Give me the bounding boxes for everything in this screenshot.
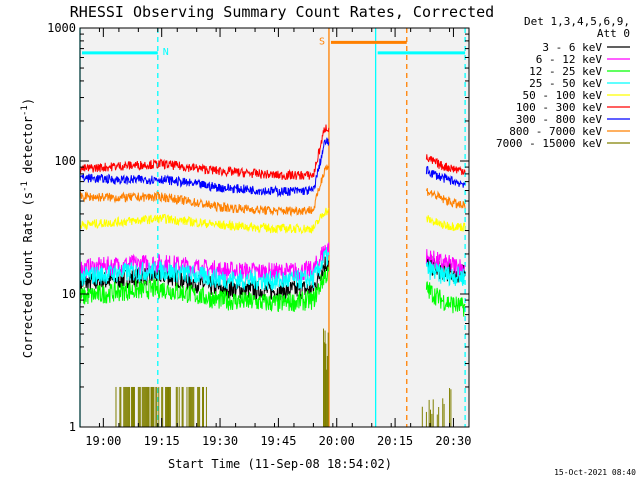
series-line-3-a (79, 247, 330, 291)
x-tick-label: 20:30 (435, 434, 471, 448)
chart-title: RHESSI Observing Summary Count Rates, Co… (70, 3, 494, 21)
x-tick-label: 19:45 (260, 434, 296, 448)
legend-label-7: 800 - 7000 keV (509, 125, 602, 138)
footer-date: 15-Oct-2021 08:40 (554, 468, 636, 477)
legend-label-4: 50 - 100 keV (523, 89, 603, 102)
y-tick-label: 100 (54, 154, 76, 168)
legend-label-3: 25 - 50 keV (529, 77, 602, 90)
series-line-5-b (425, 154, 466, 176)
series-line-2-a (79, 266, 330, 313)
axis-ticks: 1 10 100 1000 19:00 19:15 19:30 19:45 20:00 20:15… (47, 21, 471, 448)
legend-header-line2: Att 0 (597, 27, 630, 40)
y-tick-label: 1 (69, 420, 76, 434)
series-line-6-b (425, 165, 466, 188)
series-line-1-b (425, 249, 466, 277)
x-tick-label: 19:15 (144, 434, 180, 448)
legend-label-0: 3 - 6 keV (542, 41, 602, 54)
legend-label-5: 100 - 300 keV (516, 101, 602, 114)
series-line-0-a (79, 256, 330, 302)
flag-label: S (319, 36, 325, 47)
x-tick-label: 20:00 (319, 434, 355, 448)
legend-header-line1: Det 1,3,4,5,6,9, (524, 15, 630, 28)
x-tick-label: 19:00 (85, 434, 121, 448)
series-line-2-b (425, 281, 466, 317)
x-axis-label: Start Time (11-Sep-08 18:54:02) (168, 457, 392, 471)
series-line-6-a (79, 137, 330, 198)
series-line-5-a (79, 124, 330, 181)
legend-label-8: 7000 - 15000 keV (496, 137, 602, 150)
plot-area (80, 28, 469, 427)
y-tick-label: 1000 (47, 21, 76, 35)
legend-label-1: 6 - 12 keV (536, 53, 603, 66)
y-tick-label: 10 (62, 287, 76, 301)
x-tick-label: 19:30 (202, 434, 238, 448)
x-tick-label: 20:15 (377, 434, 413, 448)
series-line-1-a (79, 242, 330, 283)
flag-label: N (163, 47, 169, 58)
series-line-3-b (425, 260, 466, 287)
flag-group: NS (82, 36, 466, 58)
legend-label-2: 12 - 25 keV (529, 65, 602, 78)
series-line-4-b (426, 215, 466, 232)
series-line-7-a (79, 164, 330, 217)
series-line-7-b (425, 188, 466, 209)
y-axis-label: Corrected Count Rate (s-1 detector-1) (20, 98, 35, 358)
series-line-4-a (79, 207, 330, 235)
legend-label-6: 300 - 800 keV (516, 113, 602, 126)
series-group (79, 124, 466, 427)
